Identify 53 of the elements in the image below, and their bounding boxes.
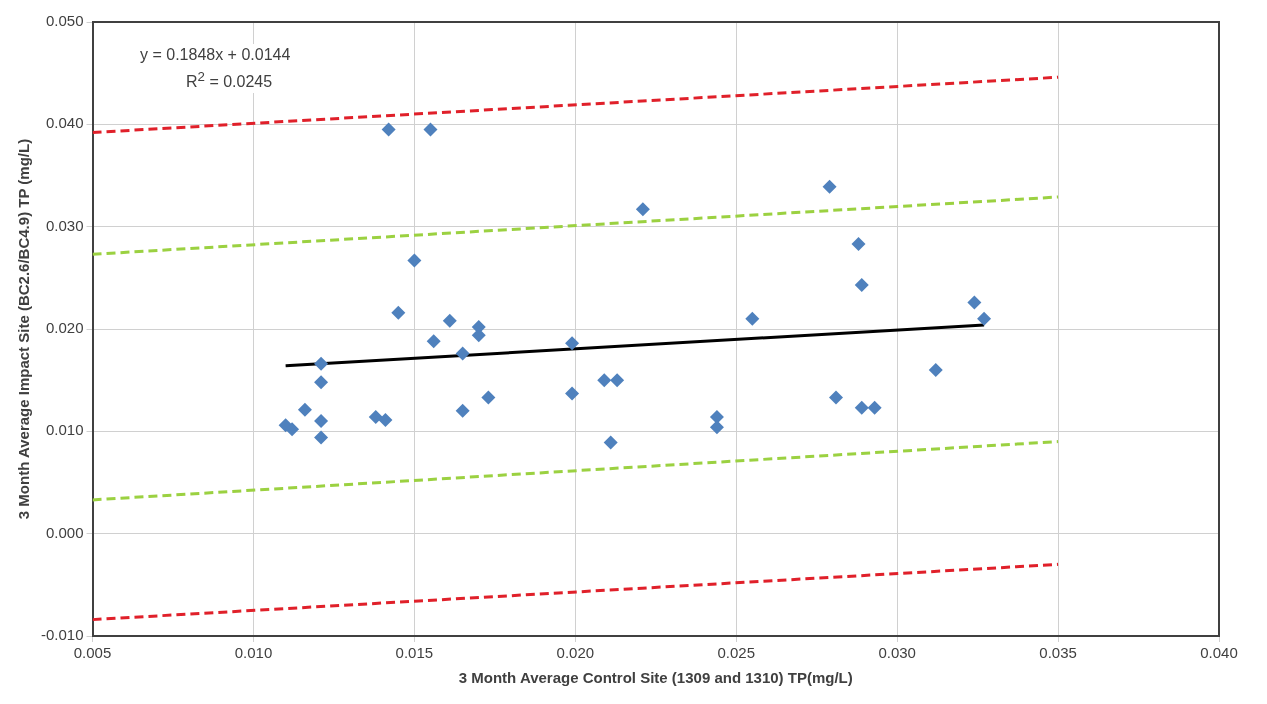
point: [297, 402, 312, 417]
point: [597, 373, 612, 388]
point: [455, 403, 470, 418]
x-tick-label: 0.005: [73, 644, 112, 662]
point: [854, 400, 869, 415]
point: [314, 430, 329, 445]
point: [610, 373, 625, 388]
point: [977, 311, 992, 326]
y-tick-label: 0.010: [45, 421, 84, 439]
x-tick-label: 0.015: [395, 644, 434, 662]
point: [481, 390, 496, 405]
point: [867, 400, 882, 415]
x-axis-title: 3 Month Average Control Site (1309 and 1310) TP(mg/L): [458, 669, 853, 687]
x-tick-label: 0.030: [878, 644, 916, 662]
point: [378, 413, 393, 428]
point: [426, 334, 441, 349]
y-tick-label: 0.040: [45, 114, 84, 132]
point: [635, 202, 650, 217]
point: [314, 414, 329, 429]
point: [822, 179, 837, 194]
point: [285, 422, 300, 437]
point: [407, 253, 422, 268]
point: [854, 278, 869, 292]
y-tick-label: 0.020: [45, 319, 84, 337]
point: [603, 435, 618, 450]
point: [745, 311, 760, 326]
y-tick-label: 0.030: [45, 216, 84, 234]
y-axis-title: 3 Month Average Impact Site (BC2.6/BC4.9) TP (mg/L): [15, 138, 33, 520]
point: [455, 346, 470, 361]
point: [442, 313, 457, 328]
annotation: y = 0.1848x + 0.0144: [140, 45, 291, 65]
point: [565, 336, 580, 351]
y-tick-label: 0.050: [45, 12, 84, 30]
point: [565, 386, 580, 401]
x-tick-label: 0.025: [717, 644, 755, 662]
x-tick-label: 0.035: [1039, 644, 1077, 662]
y-tick-label: 0.000: [45, 523, 84, 541]
point: [314, 375, 329, 390]
point: [314, 356, 329, 371]
point: [423, 122, 438, 137]
y-tick-label: -0.010: [40, 626, 84, 644]
point: [391, 305, 406, 320]
point: [368, 410, 383, 425]
x-tick-label: 0.020: [556, 644, 595, 662]
x-tick-label: 0.010: [234, 644, 273, 662]
x-tick-label: 0.040: [1200, 644, 1238, 662]
point: [851, 237, 866, 252]
point: [381, 122, 396, 137]
annotation: R$^{2}$ = 0.0245: [185, 68, 274, 93]
point: [709, 420, 724, 435]
point: [928, 362, 943, 377]
point: [967, 295, 982, 310]
point: [829, 390, 843, 405]
